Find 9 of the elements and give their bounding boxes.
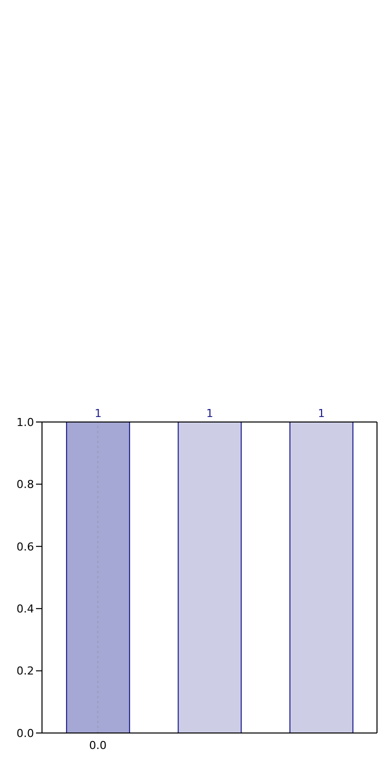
y-tick-label: 1.0 [16,416,34,429]
data-label: 1 [318,407,325,420]
y-tick-label: 0.2 [16,664,34,678]
data-label: 1 [206,407,214,420]
y-tick-label: 0.8 [16,478,34,492]
y-tick-label: 0.0 [16,726,34,740]
data-label: 1 [94,407,102,420]
y-tick-label: 0.6 [16,540,34,554]
y-tick-label: 0.4 [16,602,34,616]
